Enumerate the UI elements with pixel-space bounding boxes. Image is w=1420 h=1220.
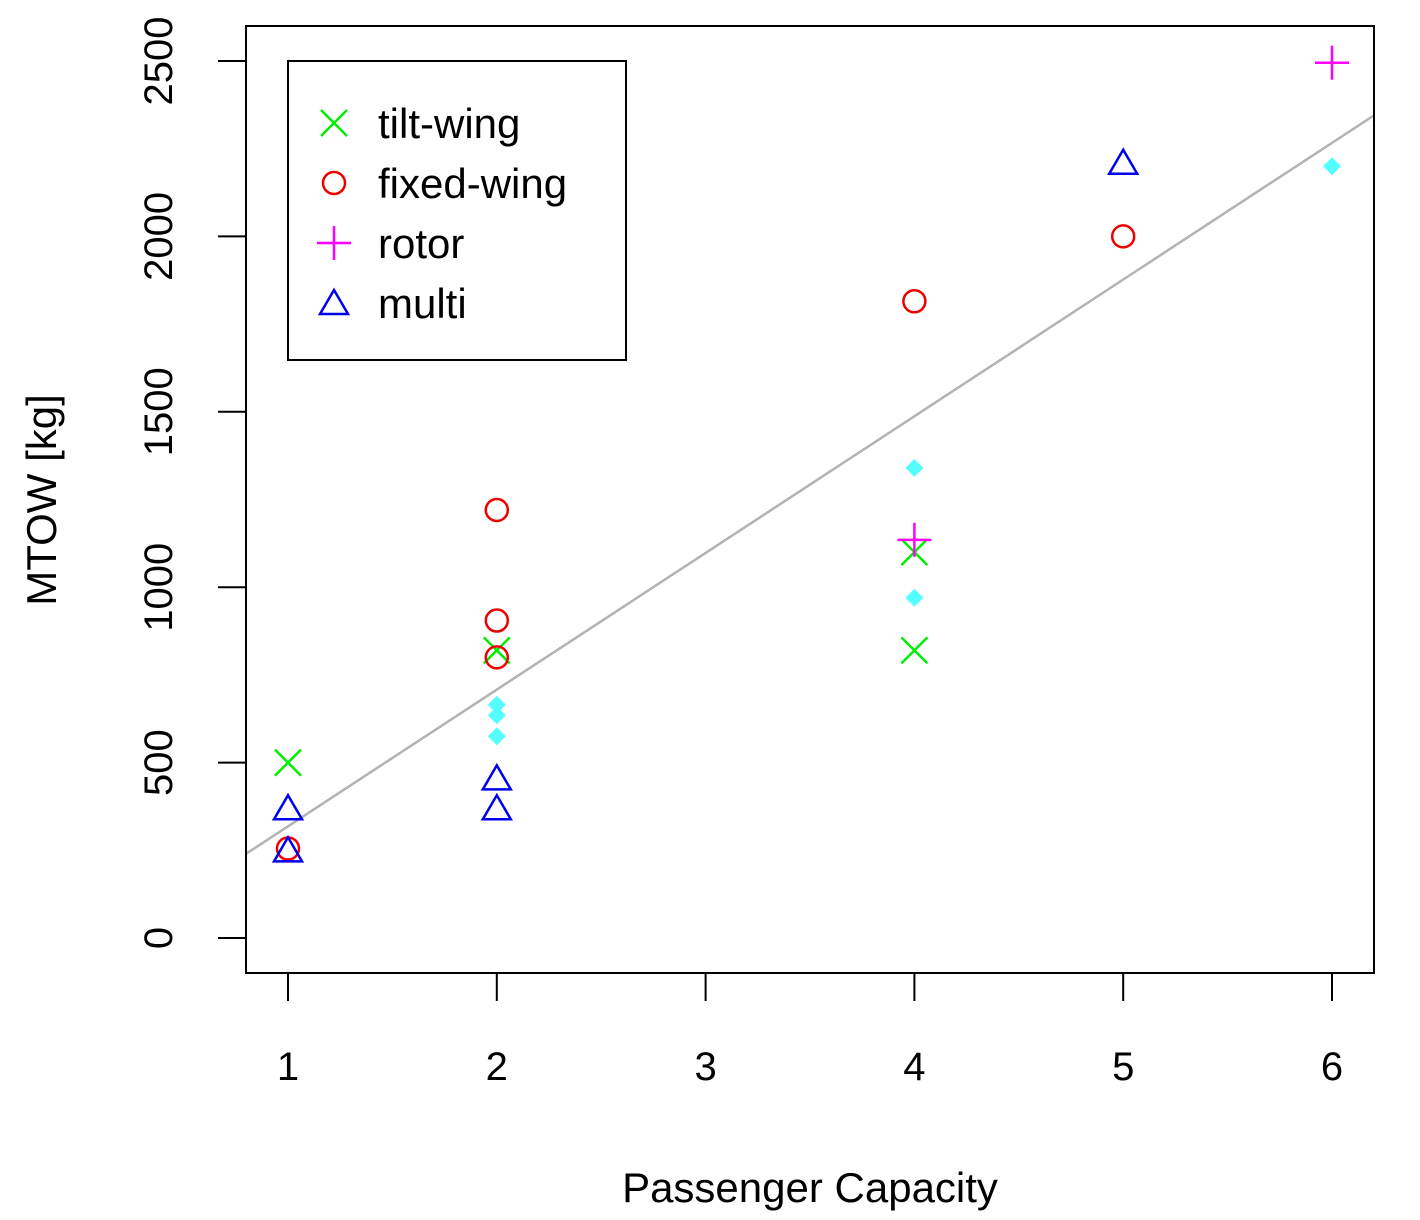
data-point — [902, 289, 927, 314]
y-axis-label: MTOW [kg] — [18, 394, 65, 606]
legend-label: multi — [378, 280, 467, 327]
data-point — [487, 706, 506, 725]
legend-label: fixed-wing — [378, 160, 567, 207]
data-point — [900, 636, 929, 665]
data-point — [905, 458, 924, 477]
unlabeled-series — [487, 157, 1341, 746]
fit-line — [245, 114, 1375, 855]
data-point — [487, 727, 506, 746]
legend: tilt-wing fixed-wing rotor multi — [287, 60, 627, 361]
data-point — [1110, 224, 1136, 249]
data-point — [271, 834, 305, 863]
legend-label: tilt-wing — [378, 100, 520, 147]
y-axis: 0 500 1000 1500 2000 2500 — [137, 17, 247, 949]
multi-series — [271, 147, 1140, 863]
x-axis-label: Passenger Capacity — [622, 1164, 998, 1211]
data-point — [271, 792, 305, 821]
y-tick-label: 2500 — [137, 17, 181, 106]
tilt-wing-series — [274, 538, 929, 777]
legend-label: rotor — [378, 220, 464, 267]
legend-marker — [317, 287, 351, 316]
data-point — [905, 588, 924, 607]
points-layer — [271, 45, 1349, 863]
legend-item-multi: multi — [317, 280, 467, 327]
y-tick-label: 500 — [137, 729, 181, 796]
data-point — [482, 636, 511, 665]
data-point — [1323, 157, 1341, 176]
x-tick-label: 6 — [1321, 1045, 1343, 1089]
data-point — [480, 792, 513, 821]
data-point — [1107, 147, 1140, 176]
legend-item-tilt-wing: tilt-wing — [320, 100, 520, 147]
fit-line-layer — [245, 114, 1375, 855]
x-tick-label: 5 — [1112, 1045, 1134, 1089]
data-point — [274, 748, 302, 777]
y-tick-label: 0 — [137, 927, 181, 949]
data-point — [487, 695, 506, 714]
data-point — [484, 497, 510, 523]
y-tick-label: 1000 — [137, 543, 181, 632]
y-tick-label: 1500 — [137, 367, 181, 456]
x-tick-label: 3 — [694, 1045, 716, 1089]
data-point — [484, 608, 510, 633]
legend-item-fixed-wing: fixed-wing — [321, 160, 567, 207]
data-point — [897, 522, 932, 557]
legend-marker — [317, 226, 351, 260]
x-tick-label: 1 — [277, 1045, 299, 1089]
legend-marker — [320, 109, 348, 137]
x-tick-label: 2 — [486, 1045, 508, 1089]
legend-item-rotor: rotor — [317, 220, 464, 267]
y-tick-label: 2000 — [137, 192, 181, 281]
x-tick-label: 4 — [903, 1045, 925, 1089]
data-point — [1315, 45, 1349, 80]
data-point — [480, 762, 513, 791]
data-point — [484, 645, 510, 670]
legend-marker — [321, 170, 347, 196]
x-axis: 1 2 3 4 5 6 — [277, 972, 1343, 1089]
rotor-series — [897, 45, 1349, 557]
